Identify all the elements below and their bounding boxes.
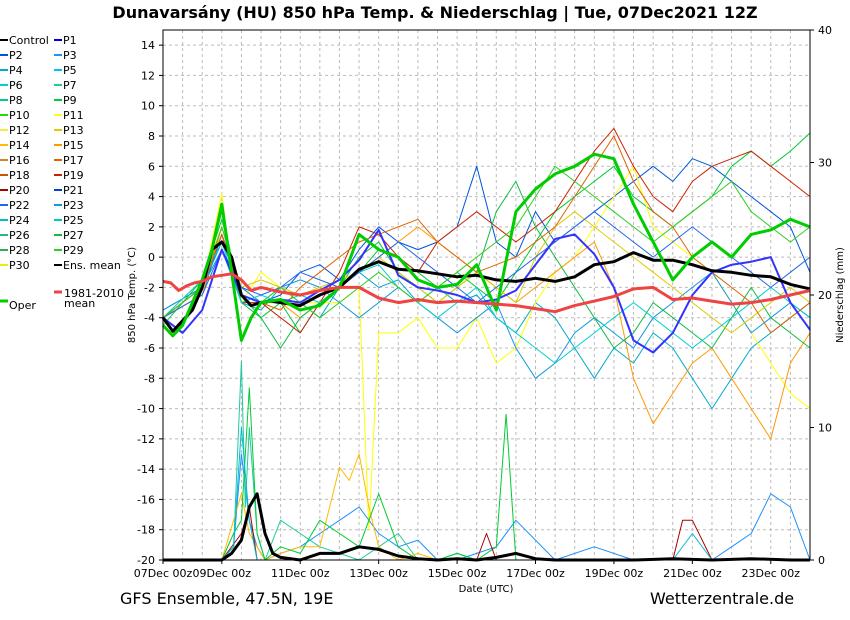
y-tick-label: -18: [137, 524, 155, 537]
y2-tick-label: 30: [818, 157, 832, 170]
y-tick-label: -6: [144, 342, 155, 355]
x-axis-label: Date (UTC): [459, 584, 514, 595]
series-line-oper: [161, 152, 811, 342]
legend-label: P20: [9, 184, 30, 197]
legend-label: P1: [63, 34, 77, 47]
series-line-p19: [162, 127, 811, 334]
legend-label: P7: [63, 79, 77, 92]
y-tick-label: 10: [141, 100, 155, 113]
legend-label: P30: [9, 259, 30, 272]
series-line-p3-precip: [163, 453, 811, 561]
chart-legend: Control P1 P2 P3 P4 P5 P6 P7 P8 P9 P10 P11 P12 P13 P14…: [0, 34, 124, 312]
y-tick-label: 6: [148, 160, 155, 173]
legend-label: P21: [63, 184, 84, 197]
x-tick-label: 23Dec 00z: [742, 567, 801, 580]
legend-label: P3: [63, 49, 77, 62]
x-tick-label: 07Dec 00z: [134, 567, 193, 580]
y-tick-label: 14: [141, 39, 155, 52]
y-tick-label: -10: [137, 403, 155, 416]
legend-label: P12: [9, 124, 30, 137]
legend-label: P22: [9, 199, 30, 212]
legend-label: Ens. mean: [63, 259, 121, 272]
series-line-p2: [162, 158, 811, 319]
y-tick-label: -4: [144, 312, 155, 325]
legend-label: P29: [63, 244, 84, 257]
y-tick-label: -14: [137, 463, 155, 476]
x-tick-label: 13Dec 00z: [349, 567, 408, 580]
y-tick-label: -20: [137, 554, 155, 567]
series-line-1981-2010-mean: [162, 272, 811, 314]
legend-label: P11: [63, 109, 84, 122]
y-tick-label: 4: [148, 191, 155, 204]
y-tick-label: -16: [137, 493, 155, 506]
legend-label: P24: [9, 214, 30, 227]
legend-label: P10: [9, 109, 30, 122]
legend-label: P5: [63, 64, 77, 77]
legend-label: P18: [9, 169, 30, 182]
legend-label: P26: [9, 229, 30, 242]
footer-site-name: Wetterzentrale.de: [650, 589, 794, 608]
ensemble-members: [162, 127, 811, 561]
y-tick-label: 0: [148, 251, 155, 264]
y-tick-label: 12: [141, 69, 155, 82]
legend-label: P13: [63, 124, 84, 137]
x-tick-label: 19Dec 00z: [585, 567, 644, 580]
legend-label: Control: [9, 34, 49, 47]
series-line-p24-precip: [163, 427, 810, 561]
y2-axis-ticks: 0 10 20 30 40: [810, 24, 832, 567]
y-tick-label: -12: [137, 433, 155, 446]
x-tick-label: 11Dec 00z: [271, 567, 330, 580]
x-tick-label: 21Dec 00z: [663, 567, 722, 580]
legend-label: P28: [9, 244, 30, 257]
x-tick-label: 09Dec 00z: [193, 567, 252, 580]
x-axis-ticks: 07Dec 00z 09Dec 00z 11Dec 00z 13Dec 00z 15De…: [134, 560, 801, 580]
legend-label: P23: [63, 199, 84, 212]
legend-label: P6: [9, 79, 23, 92]
legend-label: P17: [63, 154, 84, 167]
legend-label: P14: [9, 139, 30, 152]
x-tick-label: 15Dec 00z: [428, 567, 487, 580]
y-tick-label: -2: [144, 281, 155, 294]
series-line-p-blue: [162, 228, 811, 354]
legend-label: P4: [9, 64, 23, 77]
legend-label: mean: [64, 297, 95, 310]
legend-label: P16: [9, 154, 30, 167]
y-tick-label: -8: [144, 372, 155, 385]
footer-model-info: GFS Ensemble, 47.5N, 19E: [120, 589, 333, 608]
legend-label: P25: [63, 214, 84, 227]
legend-label: P8: [9, 94, 23, 107]
chart-title: Dunavarsány (HU) 850 hPa Temp. & Nieders…: [112, 3, 757, 23]
y-tick-label: 8: [148, 130, 155, 143]
y2-tick-label: 10: [818, 422, 832, 435]
legend-label: P9: [63, 94, 77, 107]
y2-tick-label: 20: [818, 289, 832, 302]
y-axis-label: 850 hPa Temp. (°C): [127, 247, 138, 343]
x-tick-label: 17Dec 00z: [506, 567, 565, 580]
legend-label: 1981-2010: [64, 287, 124, 300]
legend-label: Oper: [9, 299, 36, 312]
series-line-ens-mean: [161, 240, 811, 333]
legend-label: P27: [63, 229, 84, 242]
y-tick-label: 2: [148, 221, 155, 234]
y2-axis-label: Niederschlag (mm): [835, 247, 846, 343]
series-line-p22: [162, 211, 811, 319]
y2-tick-label: 40: [818, 24, 832, 37]
series-line-p27: [162, 180, 811, 349]
legend-label: P19: [63, 169, 84, 182]
legend-label: P2: [9, 49, 23, 62]
y2-tick-label: 0: [818, 554, 825, 567]
legend-label: P15: [63, 139, 84, 152]
